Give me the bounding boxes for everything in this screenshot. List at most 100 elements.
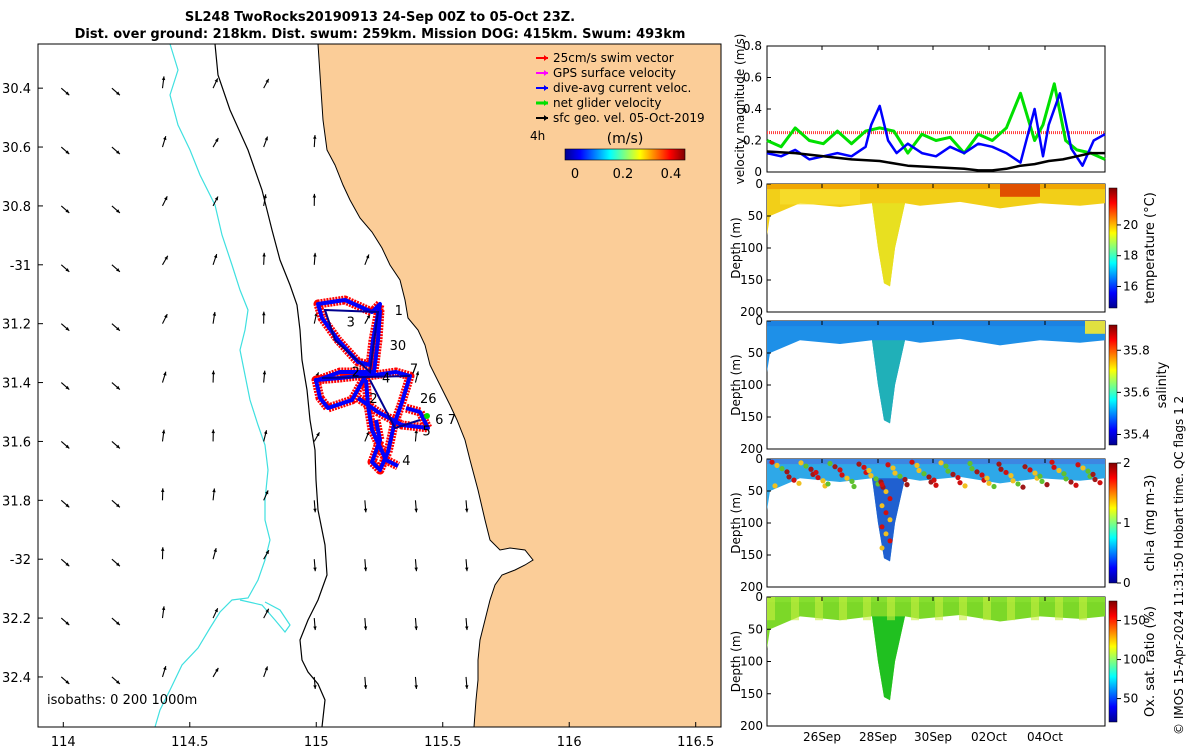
time-tick-label: 02Oct (971, 730, 1007, 744)
chl-sample-dot (887, 538, 893, 544)
track-map: 114 114.5 115 115.5 116 116.5 30.430.630.8-31… (2, 43, 722, 750)
chl-sample-dot (875, 481, 881, 487)
oxygen-stripe (863, 597, 871, 621)
current-vector-head (116, 444, 120, 449)
chl-sample-dot (1063, 476, 1069, 482)
profile-surface-1 (767, 321, 1105, 327)
current-vector-head (214, 78, 218, 83)
colorbar-tick-label: 0.2 (613, 167, 634, 182)
legend-swatch-head (544, 55, 548, 61)
colorbar-title: (m/s) (607, 131, 644, 147)
chl-sample-dot (861, 464, 867, 470)
current-vector-head (116, 326, 120, 331)
colorbar-label-2: chl-a (mg m-3) (1143, 475, 1158, 572)
current-vector-head (65, 209, 70, 213)
profile-frame-0 (766, 183, 1106, 313)
track-day-label: 4 (402, 454, 410, 469)
colorbar-tick-label: 16 (1123, 279, 1138, 293)
track-day-label: 2 (369, 392, 377, 407)
chl-sample-dot (904, 482, 910, 488)
chl-sample-dot (813, 469, 819, 476)
depth-tick-label: 150 (740, 687, 763, 701)
current-vector-head (65, 326, 70, 331)
chl-sample-dot (1051, 464, 1057, 470)
chl-sample-dot (803, 463, 809, 469)
current-vector-head (265, 78, 269, 83)
chl-sample-dot (945, 468, 951, 474)
chl-sample-dot (808, 466, 814, 472)
chl-sample-dot (827, 460, 833, 467)
current-vector-head (65, 150, 70, 155)
depth-tick-label: 150 (740, 548, 763, 562)
current-vector-head (163, 666, 167, 671)
profile-surface-0 (767, 184, 1105, 190)
oxygen-stripe (911, 597, 919, 621)
chl-sample-dot (820, 478, 826, 484)
profile-colorbar-2 (1108, 462, 1118, 584)
profile-colorbar-1 (1108, 324, 1118, 446)
current-vector-head (211, 370, 216, 375)
track-day-label: 4 (382, 372, 390, 387)
current-vector-head (264, 666, 268, 671)
depth-tick-label: 0 (755, 452, 763, 466)
colorbar-label-3: Ox. sat. ratio (%) (1143, 606, 1158, 717)
time-tick-label: 28Sep (859, 730, 897, 744)
current-vector-head (414, 626, 418, 631)
velocity-series-2 (766, 92, 1106, 167)
current-vector-head (116, 503, 120, 508)
colorbar-tick-label: 18 (1123, 249, 1138, 263)
chl-sample-dot (769, 459, 775, 465)
chl-sample-dot (909, 459, 915, 465)
oxygen-stripe (983, 597, 991, 621)
chl-sample-dot (962, 483, 968, 489)
chl-sample-dot (1090, 471, 1096, 477)
current-vector-head (265, 608, 269, 613)
chl-sample-dot (880, 484, 886, 490)
chl-sample-dot (796, 480, 802, 486)
chl-sample-dot (856, 461, 862, 467)
chl-sample-dot (1044, 482, 1050, 488)
chl-sample-dot (1087, 473, 1093, 479)
current-vector-head (262, 252, 266, 257)
track-day-label: 5 (423, 425, 431, 440)
colorbar-tick-label: 35.8 (1123, 343, 1150, 357)
chl-sample-dot (1008, 473, 1014, 479)
chl-sample-dot (798, 460, 804, 466)
profile-frame-3 (766, 596, 1106, 727)
map-x-tick-label: 114.5 (171, 735, 208, 750)
chl-sample-dot (1068, 479, 1074, 485)
chl-sample-dot (974, 469, 980, 475)
chl-sample-dot (784, 469, 790, 475)
current-vector-head (465, 685, 469, 689)
track-line (323, 308, 380, 375)
current-vector-head (415, 371, 420, 376)
chl-sample-dot (868, 473, 874, 479)
velocity-series-1 (766, 82, 1106, 161)
current-vector-head (213, 254, 218, 259)
chl-sample-dot (772, 483, 778, 489)
legend-swatch-head (544, 70, 548, 76)
current-vector-head (164, 196, 168, 201)
depth-tick-label: 0 (755, 590, 763, 604)
current-vector-head (215, 667, 219, 672)
current-vector-head (414, 508, 418, 513)
colorbar-tick-label: 35.6 (1123, 385, 1150, 399)
colorbar-tick-label: 50 (1123, 692, 1138, 706)
colorbar-tick-label: 35.4 (1123, 427, 1150, 441)
current-vector-head (116, 562, 120, 567)
chl-sample-dot (1075, 462, 1081, 468)
colorbar-tick-label: 0 (571, 167, 579, 182)
legend-swatch-head (544, 85, 548, 91)
current-vector-head (65, 562, 70, 567)
current-vector-head (211, 429, 215, 434)
current-vector-head (116, 385, 120, 390)
depth-tick-label: 50 (748, 622, 763, 636)
current-vector-head (163, 371, 167, 376)
map-x-tick-label: 114 (51, 735, 76, 750)
current-vector-head (65, 385, 70, 390)
current-vector-head (366, 431, 370, 436)
current-vector-head (116, 680, 120, 684)
current-vector-head (160, 488, 165, 492)
current-vector-head (65, 680, 70, 684)
depth-tick-label: 0 (755, 177, 763, 191)
